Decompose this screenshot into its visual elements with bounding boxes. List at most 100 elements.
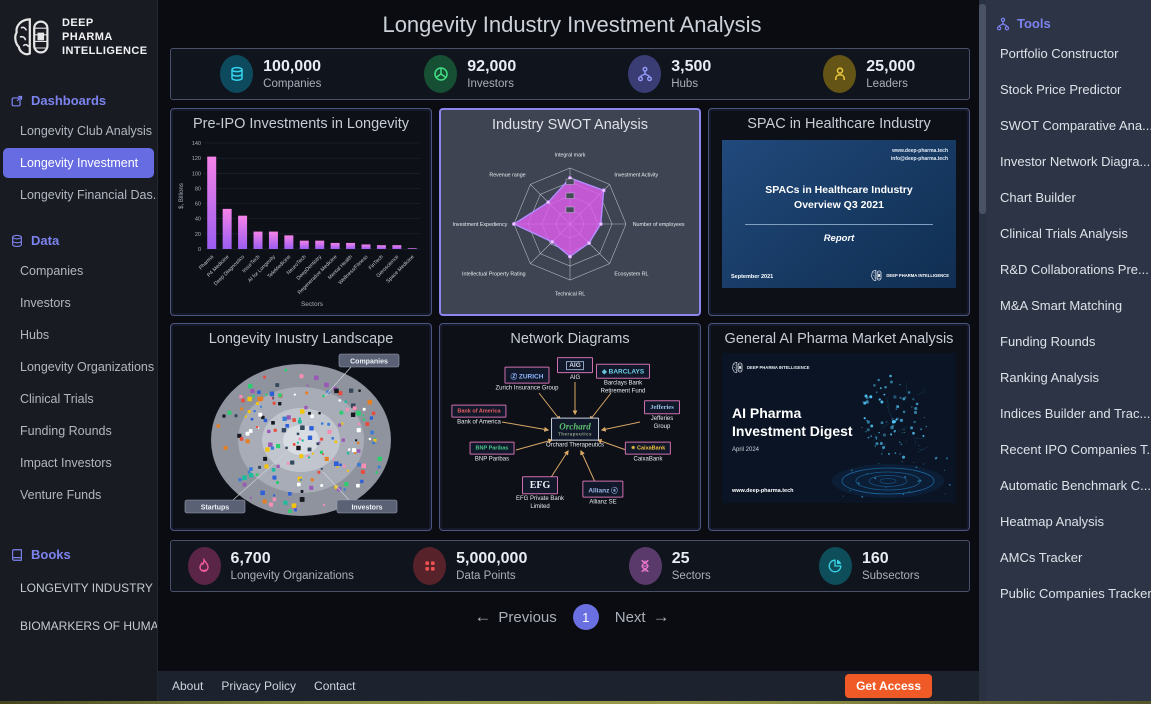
tool-public-companies-tracker[interactable]: Public Companies Tracker <box>1000 585 1151 601</box>
brain-logo-icon <box>732 361 743 373</box>
grid-icon <box>413 547 447 585</box>
card-ai-pharma-analysis[interactable]: General AI Pharma Market Analysis DEEP P… <box>708 323 970 531</box>
svg-text:20: 20 <box>195 232 201 238</box>
footer-link-contact[interactable]: Contact <box>314 679 356 693</box>
tool-ma-smart-matching[interactable]: M&A Smart Matching <box>1000 297 1123 313</box>
svg-text:Investment Expediency: Investment Expediency <box>453 222 508 228</box>
section-books: Books <box>0 537 157 569</box>
stat-value: 3,500 <box>671 58 712 76</box>
sidebar-item-longevity-organizations[interactable]: Longevity Organizations <box>20 360 155 374</box>
sidebar-item-hubs[interactable]: Hubs <box>20 328 50 342</box>
sidebar-item-funding-rounds[interactable]: Funding Rounds <box>20 424 112 438</box>
left-sidebar: DEEP PHARMA INTELLIGENCE Dashboards Long… <box>0 0 158 701</box>
tool-swot-comparative-analysis[interactable]: SWOT Comparative Ana... <box>1000 117 1151 133</box>
sidebar-item-impact-investors[interactable]: Impact Investors <box>20 456 112 470</box>
stat-value: 5,000,000 <box>456 550 528 568</box>
previous-page-button[interactable]: ← Previous <box>474 607 556 627</box>
tool-investor-network-diagrams[interactable]: Investor Network Diagra... <box>1000 153 1151 169</box>
network-node-jefferies: Jefferies Jefferies Group <box>644 400 680 432</box>
scrollbar-thumb[interactable] <box>979 4 986 214</box>
tool-clinical-trials-analysis[interactable]: Clinical Trials Analysis <box>1000 225 1128 241</box>
node-label: Orchard Therapeutics <box>546 442 604 449</box>
stat-label: Investors <box>467 77 514 90</box>
section-data: Data <box>0 223 157 255</box>
card-industry-swot[interactable]: Industry SWOT Analysis Integral mark Inve… <box>439 108 701 316</box>
svg-text:40: 40 <box>195 217 201 223</box>
top-stats-bar: 100,000 Companies 92,000 Investors 3,500… <box>170 48 970 100</box>
flame-icon <box>187 547 221 585</box>
get-access-button[interactable]: Get Access <box>845 674 932 698</box>
stat-leaders: 25,000 Leaders <box>770 55 970 93</box>
previous-label: Previous <box>498 608 557 626</box>
slide-contact-links: www.deep-pharma.tech info@deep-pharma.te… <box>891 147 948 163</box>
svg-text:80: 80 <box>195 186 201 192</box>
tool-recent-ipo-companies[interactable]: Recent IPO Companies T... <box>1000 441 1151 457</box>
node-logo: Allianz ⓐ <box>582 480 624 498</box>
book-icon <box>12 548 22 561</box>
tool-automatic-benchmark[interactable]: Automatic Benchmark C... <box>1000 477 1151 493</box>
slide-subtitle: Report <box>823 233 855 244</box>
svg-text:0: 0 <box>198 247 201 253</box>
svg-text:Startups: Startups <box>201 505 230 512</box>
network-node-allianz: Allianz ⓐ Allianz SE <box>582 480 624 508</box>
sidebar-item-biomarkers-book[interactable]: BIOMARKERS OF HUMA... <box>20 619 158 633</box>
investors-icon <box>424 55 458 93</box>
network-node-zurich: Ⓩ ZURICH Zurich Insurance Group <box>495 366 559 394</box>
card-network-diagrams[interactable]: Network Diagrams Ⓩ ZURICH <box>439 323 701 531</box>
next-page-button[interactable]: Next → <box>615 607 670 627</box>
pagination: ← Previous 1 Next → <box>158 592 986 636</box>
svg-text:Investors: Investors <box>351 505 382 512</box>
card-title: Longevity Inustry Landscape <box>208 331 394 347</box>
tool-amcs-tracker[interactable]: AMCs Tracker <box>1000 549 1083 565</box>
tool-chart-builder[interactable]: Chart Builder <box>1000 189 1076 205</box>
card-spac-healthcare[interactable]: SPAC in Healthcare Industry www.deep-pha… <box>708 108 970 316</box>
footer-link-about[interactable]: About <box>172 679 204 693</box>
section-tools: Tools <box>986 8 1151 35</box>
node-label: Bank of America <box>457 419 501 426</box>
ai-pharma-slide-preview: DEEP PHARMA INTELLIGENCE AI Pharma Inves… <box>722 353 956 503</box>
stat-value: 100,000 <box>263 58 321 76</box>
sidebar-item-clinical-trials[interactable]: Clinical Trials <box>20 392 94 406</box>
svg-text:Number of employees: Number of employees <box>633 222 685 228</box>
sidebar-item-companies[interactable]: Companies <box>20 264 84 278</box>
stat-label: Data Points <box>456 569 516 582</box>
node-logo: ◈ BARCLAYS <box>595 363 651 379</box>
stat-data-points: 5,000,000 Data Points <box>371 547 571 585</box>
tool-rd-collaborations[interactable]: R&D Collaborations Pre... <box>1000 261 1149 277</box>
card-title: Pre-IPO Investments in Longevity <box>193 116 409 132</box>
external-link-icon <box>11 95 23 106</box>
stat-label: Sectors <box>671 569 711 582</box>
vertical-scrollbar[interactable] <box>979 0 986 701</box>
tool-funding-rounds[interactable]: Funding Rounds <box>1000 333 1096 349</box>
tool-portfolio-constructor[interactable]: Portfolio Constructor <box>1000 45 1119 61</box>
section-dashboards: Dashboards <box>0 83 157 115</box>
card-pre-ipo-investments[interactable]: Pre-IPO Investments in Longevity 0 20 40 60… <box>170 108 432 316</box>
tool-indices-builder[interactable]: Indices Builder and Trac... <box>1000 405 1151 421</box>
network-node-orchard-center: Orchard Therapeutics Orchard Therapeutic… <box>546 417 604 451</box>
spac-slide-preview: www.deep-pharma.tech info@deep-pharma.te… <box>722 140 956 288</box>
sidebar-item-investors[interactable]: Investors <box>20 296 71 310</box>
tool-ranking-analysis[interactable]: Ranking Analysis <box>1000 369 1099 385</box>
node-label: EFG Private Bank Limited <box>515 496 565 510</box>
slide-site-url: www.deep-pharma.tech <box>732 488 794 494</box>
current-page-indicator[interactable]: 1 <box>572 604 599 630</box>
sidebar-item-venture-funds[interactable]: Venture Funds <box>20 488 102 502</box>
pie-chart-icon <box>818 547 852 585</box>
card-title: General AI Pharma Market Analysis <box>724 331 954 347</box>
page-title: Longevity Industry Investment Analysis <box>382 12 762 37</box>
card-longevity-landscape[interactable]: Longevity Inustry Landscape Companies Sta… <box>170 323 432 531</box>
tool-stock-price-predictor[interactable]: Stock Price Predictor <box>1000 81 1122 97</box>
main-content: Longevity Industry Investment Analysis 1… <box>158 0 986 701</box>
footer-link-privacy-policy[interactable]: Privacy Policy <box>221 679 297 693</box>
database-icon <box>220 55 254 93</box>
slide-title: AI Pharma <box>732 405 802 421</box>
stat-value: 25 <box>671 550 690 568</box>
node-label: Allianz SE <box>589 499 617 506</box>
sidebar-item-longevity-industry-book[interactable]: LONGEVITY INDUSTRY ... <box>20 581 158 595</box>
sidebar-item-longevity-club-analysis[interactable]: Longevity Club Analysis <box>20 124 153 138</box>
tool-heatmap-analysis[interactable]: Heatmap Analysis <box>1000 513 1105 529</box>
card-title: Network Diagrams <box>510 331 630 347</box>
sidebar-item-longevity-financial-dashboard[interactable]: Longevity Financial Das... <box>20 188 158 202</box>
sidebar-item-longevity-investment[interactable]: Longevity Investment <box>3 148 154 178</box>
bottom-stats-bar: 6,700 Longevity Organizations 5,000,000 … <box>170 540 970 592</box>
